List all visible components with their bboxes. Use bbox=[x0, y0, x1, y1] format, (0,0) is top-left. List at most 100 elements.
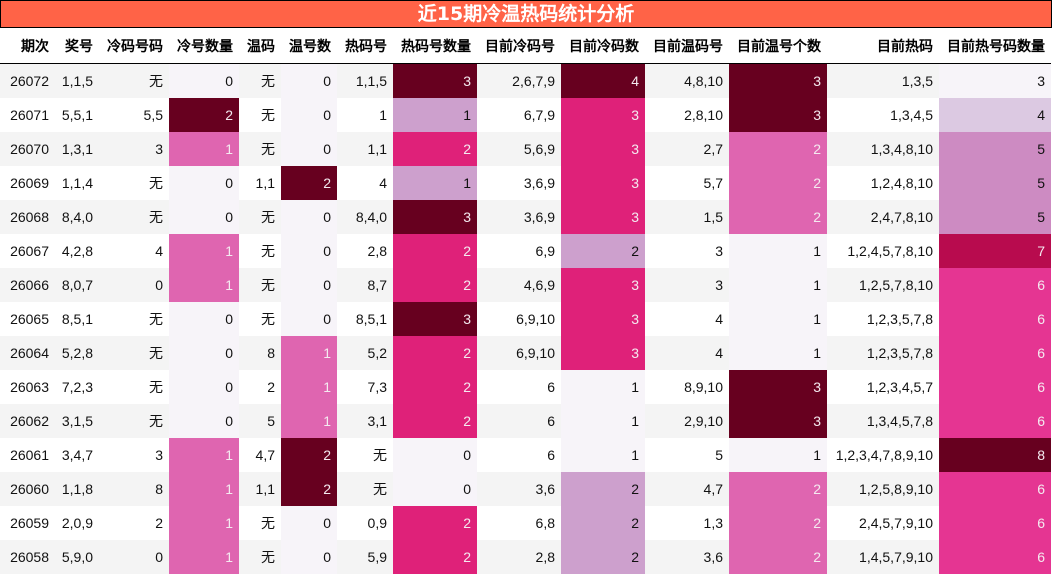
cell-3: 无 bbox=[149, 175, 163, 191]
table-row: 26058 5,9,0 0 1 无 0 5,9 2 2,8 2 3,6 2 1,4,5,7,9,10 6 bbox=[0, 540, 1051, 574]
cell-7: 8,5,1 bbox=[355, 311, 387, 327]
column-header[interactable]: 温号数 bbox=[281, 28, 337, 64]
cell-7: 0,9 bbox=[367, 515, 387, 531]
cell-12: 3 bbox=[729, 404, 827, 438]
cell-13: 1,2,5,8,9,10 bbox=[827, 472, 939, 506]
cell-5: 2 bbox=[267, 379, 275, 395]
cell-12: 3 bbox=[729, 98, 827, 132]
cell-3: 无 bbox=[99, 63, 169, 98]
cell-5: 无 bbox=[261, 311, 275, 327]
cell-10: 3 bbox=[561, 200, 645, 234]
cell-7: 8,7 bbox=[337, 268, 393, 302]
cell-4: 0 bbox=[169, 302, 239, 336]
cell-1: 26069 bbox=[10, 175, 49, 191]
cell-5: 无 bbox=[239, 63, 281, 98]
cell-11: 3 bbox=[645, 268, 729, 302]
cell-5: 无 bbox=[239, 132, 281, 166]
column-header[interactable]: 冷码号码 bbox=[99, 28, 169, 64]
cell-3: 0 bbox=[99, 540, 169, 574]
cell-1: 26065 bbox=[10, 311, 49, 327]
table-row: 26064 5,2,8 无 0 8 1 5,2 2 6,9,10 3 4 1 1,2,3,5,7,8 6 bbox=[0, 336, 1051, 370]
cell-5: 无 bbox=[239, 268, 281, 302]
cell-6: 2 bbox=[281, 438, 337, 472]
column-header[interactable]: 热码号数量 bbox=[393, 28, 477, 64]
cell-9: 3,6 bbox=[477, 472, 561, 506]
column-header[interactable]: 目前温号个数 bbox=[729, 28, 827, 64]
table-row: 26063 7,2,3 无 0 2 1 7,3 2 6 1 8,9,10 3 1,2,3,4,5,7 6 bbox=[0, 370, 1051, 404]
column-header[interactable]: 温码 bbox=[239, 28, 281, 64]
cell-7: 1,1,5 bbox=[337, 63, 393, 98]
cell-11: 2,9,10 bbox=[645, 404, 729, 438]
cell-7: 1 bbox=[379, 107, 387, 123]
cell-11: 2,8,10 bbox=[684, 107, 723, 123]
cell-11: 2,7 bbox=[645, 132, 729, 166]
cell-3: 0 bbox=[99, 268, 169, 302]
column-header[interactable]: 冷号数量 bbox=[169, 28, 239, 64]
cell-10: 3 bbox=[561, 132, 645, 166]
cell-10: 3 bbox=[561, 336, 645, 370]
cell-3: 4 bbox=[155, 243, 163, 259]
cell-13: 1,4,5,7,9,10 bbox=[827, 540, 939, 574]
cell-4: 1 bbox=[169, 472, 239, 506]
column-header[interactable]: 奖号 bbox=[55, 28, 99, 64]
cell-6: 0 bbox=[281, 268, 337, 302]
column-header[interactable]: 期次 bbox=[0, 28, 55, 64]
cell-2: 3,4,7 bbox=[61, 447, 93, 463]
cell-1: 26059 bbox=[10, 515, 49, 531]
cell-1: 26072 bbox=[0, 63, 55, 98]
cell-14: 3 bbox=[939, 63, 1051, 98]
cell-14: 5 bbox=[939, 200, 1051, 234]
cell-4: 0 bbox=[169, 370, 239, 404]
cell-3: 2 bbox=[155, 515, 163, 531]
cell-10: 1 bbox=[561, 404, 645, 438]
cell-14: 5 bbox=[939, 166, 1051, 200]
cell-2: 5,5,1 bbox=[61, 107, 93, 123]
cell-6: 0 bbox=[281, 63, 337, 98]
cell-7: 无 bbox=[373, 447, 387, 463]
cell-14: 8 bbox=[939, 438, 1051, 472]
cell-1: 26070 bbox=[0, 132, 55, 166]
cell-8: 3 bbox=[393, 63, 477, 98]
cell-10: 2 bbox=[561, 234, 645, 268]
column-header[interactable]: 目前温码号 bbox=[645, 28, 729, 64]
cell-13: 1,3,4,8,10 bbox=[827, 132, 939, 166]
column-header[interactable]: 目前冷码号 bbox=[477, 28, 561, 64]
column-header[interactable]: 热码号 bbox=[337, 28, 393, 64]
cell-11: 4 bbox=[645, 336, 729, 370]
cell-10: 3 bbox=[561, 98, 645, 132]
cell-14: 6 bbox=[939, 268, 1051, 302]
cell-10: 3 bbox=[561, 166, 645, 200]
cell-12: 2 bbox=[729, 540, 827, 574]
cell-14: 6 bbox=[939, 302, 1051, 336]
table-title: 近15期冷温热码统计分析 bbox=[0, 0, 1052, 28]
cell-11: 8,9,10 bbox=[684, 379, 723, 395]
cell-9: 6,9,10 bbox=[516, 311, 555, 327]
cell-7: 3,1 bbox=[337, 404, 393, 438]
cell-13: 2,4,7,8,10 bbox=[827, 200, 939, 234]
cell-9: 3,6,9 bbox=[523, 175, 555, 191]
cell-11: 3,6 bbox=[645, 540, 729, 574]
cell-11: 1,5 bbox=[645, 200, 729, 234]
column-header[interactable]: 目前热号码数量 bbox=[939, 28, 1051, 64]
cell-5: 无 bbox=[261, 107, 275, 123]
table-row: 26066 8,0,7 0 1 无 0 8,7 2 4,6,9 3 3 1 1,2,5,7,8,10 6 bbox=[0, 268, 1051, 302]
cell-13: 1,2,3,5,7,8 bbox=[866, 311, 933, 327]
cell-2: 1,1,5 bbox=[55, 63, 99, 98]
cell-10: 2 bbox=[561, 540, 645, 574]
cell-6: 2 bbox=[281, 166, 337, 200]
cell-13: 1,2,3,4,7,8,9,10 bbox=[835, 447, 933, 463]
cell-14: 6 bbox=[939, 506, 1051, 540]
cell-5: 无 bbox=[261, 515, 275, 531]
cell-8: 2 bbox=[393, 132, 477, 166]
column-header[interactable]: 目前冷码数 bbox=[561, 28, 645, 64]
cell-8: 0 bbox=[393, 472, 477, 506]
cell-3: 3 bbox=[99, 132, 169, 166]
cell-6: 0 bbox=[281, 98, 337, 132]
cell-2: 1,1,8 bbox=[55, 472, 99, 506]
cell-7: 无 bbox=[337, 472, 393, 506]
column-header[interactable]: 目前热码 bbox=[827, 28, 939, 64]
cell-4: 1 bbox=[169, 540, 239, 574]
cell-4: 2 bbox=[169, 98, 239, 132]
cell-1: 26061 bbox=[10, 447, 49, 463]
cell-13: 1,3,4,5,7,8 bbox=[827, 404, 939, 438]
